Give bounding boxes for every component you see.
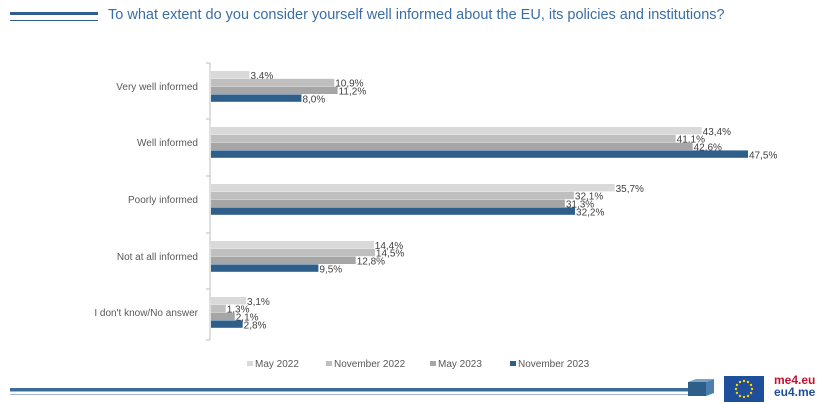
bar-november-2022 [211,78,335,87]
cube-logo-icon [688,379,714,396]
bar-november-2023 [211,264,319,272]
data-label: 8,0% [302,94,325,105]
footer-line [10,394,700,395]
bar-november-2022 [211,134,676,143]
bar-november-2023 [211,320,243,328]
legend-swatch [247,361,253,366]
data-label: 47,5% [749,150,777,161]
data-label: 2,8% [244,320,267,331]
bar-may-2022 [211,297,247,305]
bar-may-2023 [211,199,565,207]
data-label: 14,5% [376,249,404,260]
title-accent-bar [10,12,98,21]
category-label: I don't know/No answer [94,308,198,319]
data-label: 10,9% [335,79,363,90]
data-label: 35,7% [616,184,644,195]
bar-may-2022 [211,241,374,249]
bar-may-2022 [211,71,250,79]
footer-bar [10,388,700,392]
bar-may-2023 [211,86,338,94]
bar-may-2023 [211,312,235,320]
data-label: 32,2% [576,207,604,218]
me4eu-logo: me4.eu eu4.me [774,374,822,402]
bar-november-2023 [211,150,748,158]
data-label: 41,1% [677,135,705,146]
data-label: 3,1% [247,297,270,308]
bar-november-2022 [211,191,574,200]
data-label: 1,3% [227,305,250,316]
legend-swatch [430,361,436,366]
bar-may-2022 [211,127,702,135]
bar-november-2022 [211,304,226,313]
data-label: 14,4% [375,241,403,252]
chart-title: To what extent do you consider yourself … [108,7,725,23]
data-label: 9,5% [319,264,342,275]
legend-swatch [326,361,332,366]
eu-flag-icon [724,376,764,402]
data-label: 3,4% [250,71,273,82]
brand-line-1: me4.eu [774,373,816,387]
bar-may-2023 [211,256,356,264]
legend-swatch [510,361,516,366]
data-label: 43,4% [703,127,731,138]
category-label: Well informed [137,138,198,149]
data-label: 32,1% [575,192,603,203]
bar-may-2023 [211,142,693,150]
data-label: 42,6% [694,143,722,154]
brand-line-2: eu4.me [774,385,816,399]
bar-november-2023 [211,94,302,102]
category-label: Poorly informed [128,195,198,206]
data-label: 11,2% [339,87,367,98]
data-label: 31,3% [566,200,594,211]
data-label: 12,8% [357,257,385,268]
legend-label: May 2023 [438,359,482,370]
category-label: Very well informed [116,82,198,93]
legend-label: May 2022 [255,359,299,370]
bar-may-2022 [211,184,615,192]
legend-label: November 2023 [518,359,590,370]
legend-label: November 2022 [334,359,406,370]
category-label: Not at all informed [117,252,198,263]
bar-november-2023 [211,207,576,215]
data-label: 2,1% [236,313,259,324]
bar-november-2022 [211,248,375,257]
